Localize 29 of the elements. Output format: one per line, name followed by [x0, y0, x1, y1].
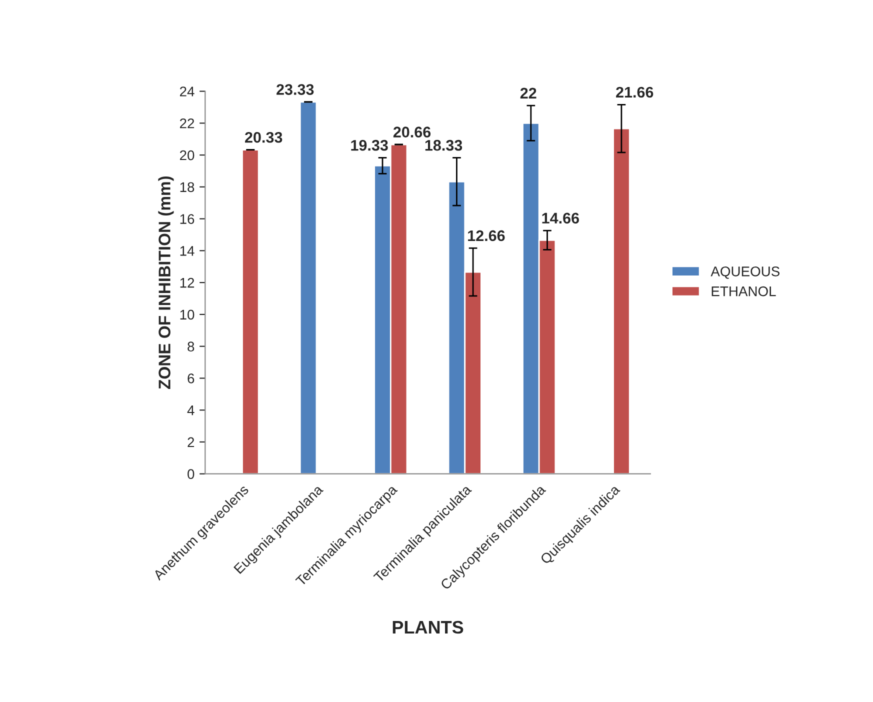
y-tick-label: 14	[180, 246, 194, 256]
y-tick-label: 24	[180, 86, 194, 96]
bar	[299, 101, 318, 474]
bar	[242, 149, 260, 474]
y-tick-label: 16	[180, 214, 194, 224]
data-label: 14.66	[542, 212, 579, 224]
data-label: 18.33	[425, 140, 462, 151]
data-label: 20.66	[393, 126, 431, 138]
y-tick-label: 0	[188, 469, 194, 480]
legend-label: ETHANOL	[712, 286, 776, 296]
y-axis-title: ZONE OF INHIBITION (mm)	[158, 176, 174, 389]
y-tick-label: 22	[180, 118, 194, 128]
legend-label: AQUEOUS	[710, 266, 780, 279]
y-tick-label: 4	[187, 406, 194, 416]
data-label: 20.33	[245, 132, 282, 143]
y-tick-label: 10	[180, 310, 194, 320]
y-tick-label: 8	[188, 342, 194, 352]
y-tick-label: 20	[180, 150, 194, 160]
y-tick-label: 18	[180, 182, 194, 192]
data-label: 21.66	[616, 86, 654, 98]
y-tick-label: 12	[180, 278, 194, 288]
bar	[612, 128, 630, 474]
x-axis-title: PLANTS	[392, 620, 464, 634]
y-tick-label: 6	[188, 374, 194, 384]
y-tick-label: 2	[188, 437, 194, 447]
data-label: 19.33	[351, 140, 388, 151]
data-label: 22	[520, 88, 536, 98]
data-label: 12.66	[468, 230, 505, 242]
data-label: 23.33	[276, 84, 314, 95]
